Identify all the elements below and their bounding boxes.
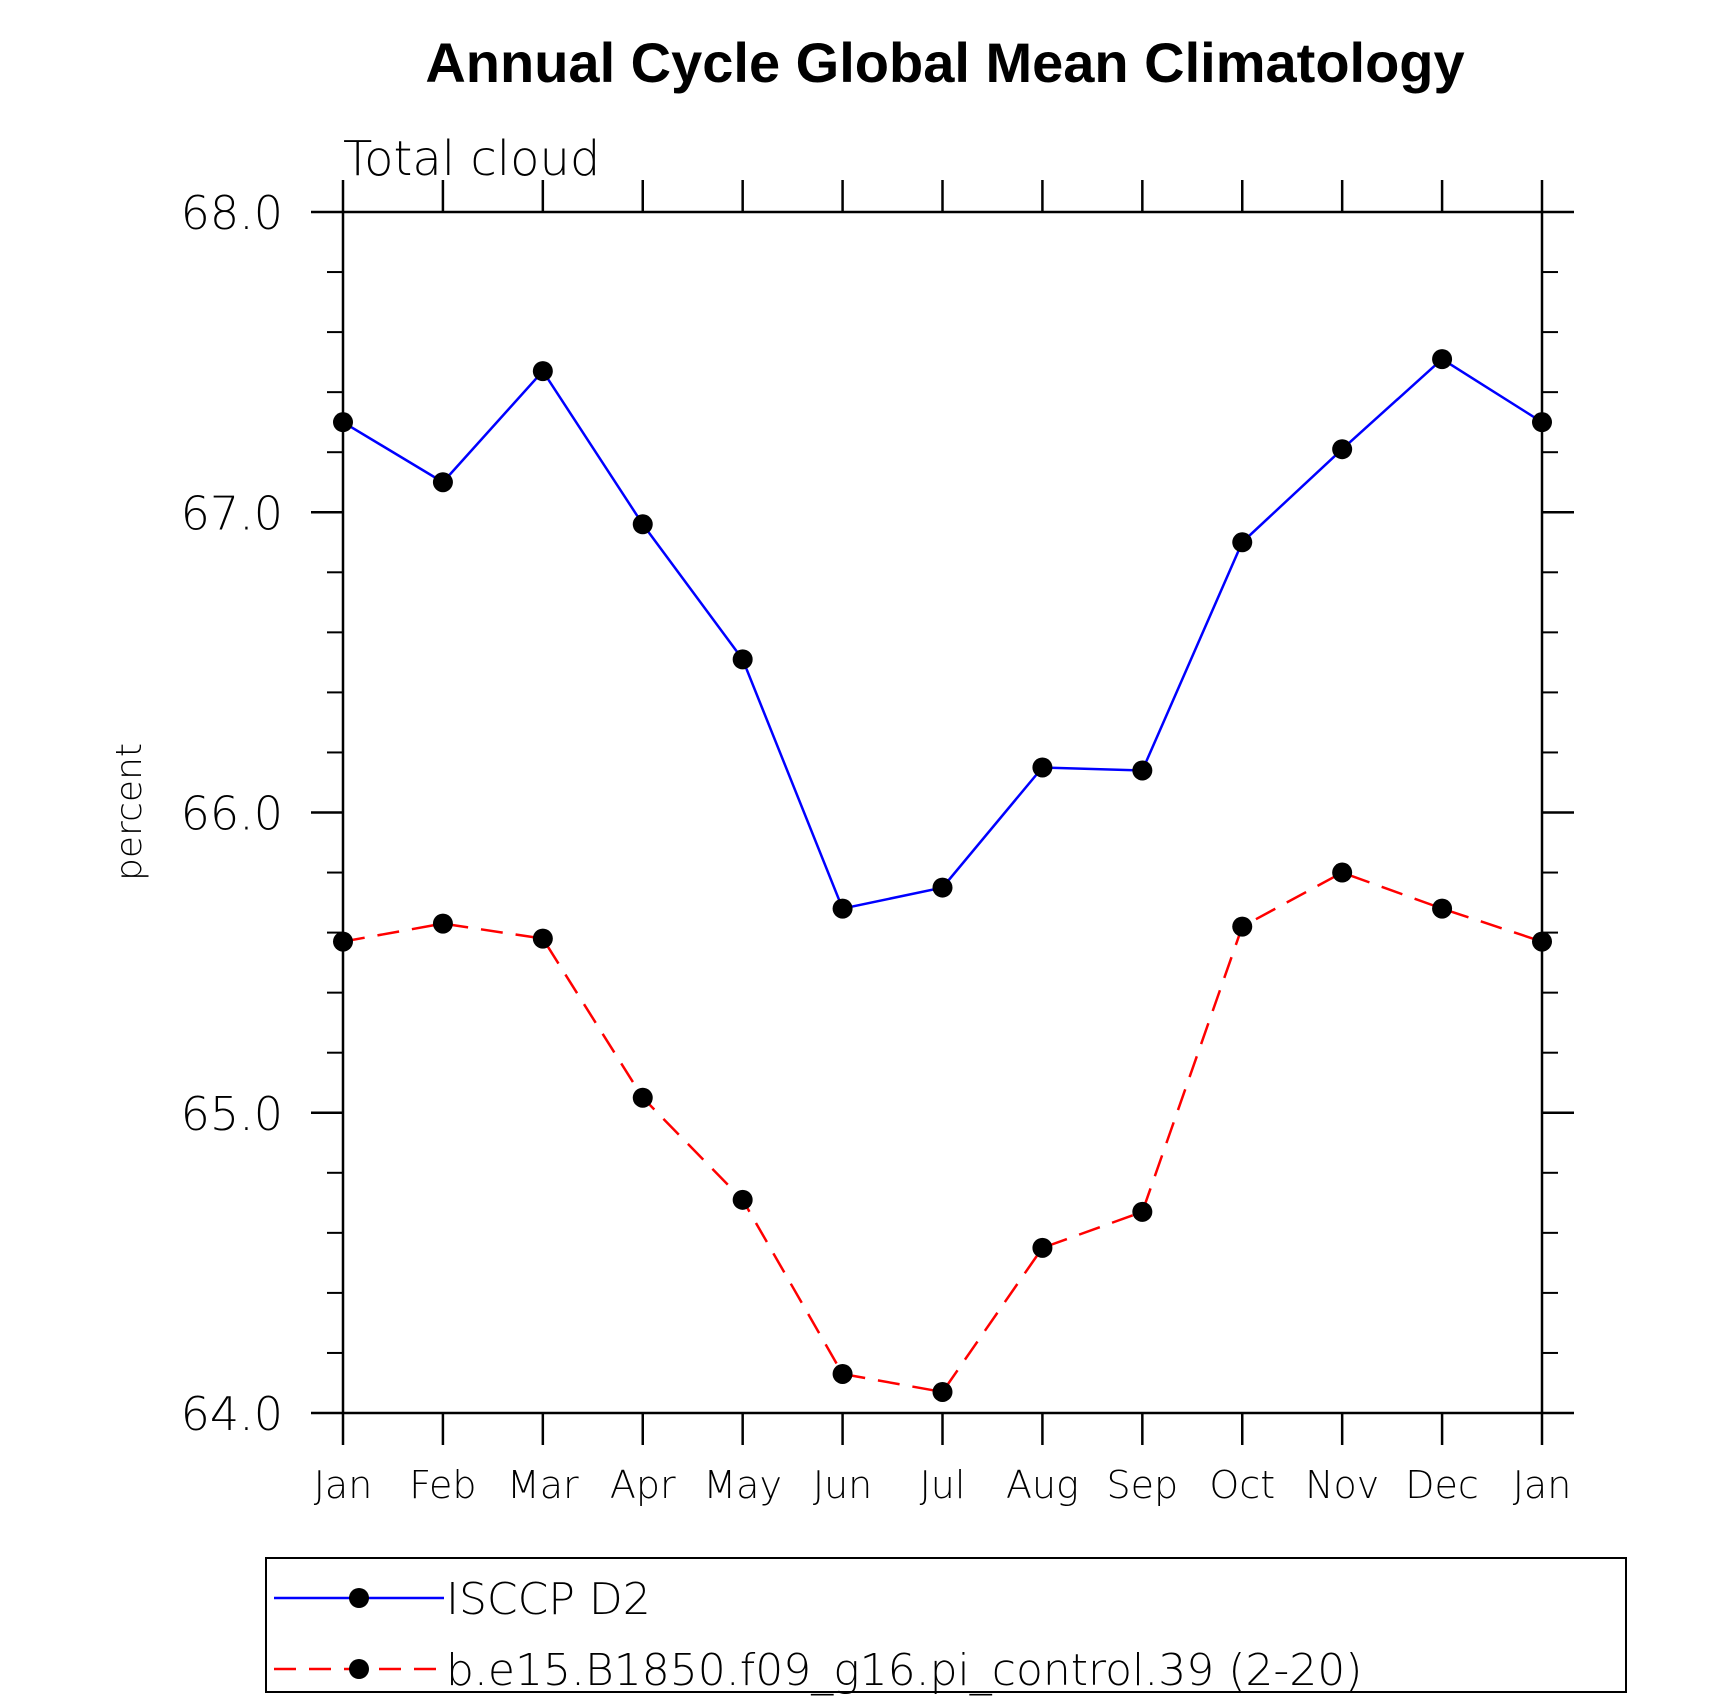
series-line bbox=[342, 871, 1543, 1394]
data-point bbox=[832, 898, 853, 919]
legend-marker bbox=[349, 1588, 369, 1608]
data-point bbox=[1432, 349, 1453, 370]
series-0 bbox=[333, 349, 1552, 919]
data-point bbox=[1232, 916, 1253, 937]
x-tick-label: Sep bbox=[1107, 1463, 1179, 1507]
data-point bbox=[1132, 760, 1153, 781]
y-tick-label: 66.0 bbox=[181, 787, 283, 841]
data-point bbox=[1032, 1237, 1053, 1258]
data-point bbox=[333, 931, 353, 952]
x-tick-label: Dec bbox=[1405, 1463, 1479, 1507]
data-point bbox=[1532, 931, 1552, 952]
data-point bbox=[732, 1189, 753, 1210]
legend-box bbox=[265, 1557, 1627, 1693]
series-line bbox=[342, 357, 1543, 911]
y-tick-label: 68.0 bbox=[181, 186, 283, 240]
x-tick-label: Apr bbox=[610, 1463, 676, 1507]
x-tick-label: Jun bbox=[813, 1463, 872, 1507]
data-point bbox=[932, 1381, 953, 1402]
x-tick-label: Aug bbox=[1006, 1463, 1079, 1507]
data-point bbox=[333, 412, 353, 433]
data-point bbox=[732, 649, 753, 670]
axes: Jan Feb Mar Apr May Jun Jul Aug Sep Oct Nov Dec Jan 6… bbox=[181, 180, 1574, 1507]
data-point bbox=[1232, 532, 1253, 553]
chart-subtitle: Total cloud bbox=[343, 131, 600, 187]
data-point bbox=[532, 928, 553, 949]
data-point bbox=[1132, 1201, 1153, 1222]
y-tick-label: 64.0 bbox=[181, 1387, 283, 1441]
y-tick-label: 67.0 bbox=[181, 486, 283, 540]
data-point bbox=[432, 913, 453, 934]
data-point bbox=[832, 1363, 853, 1384]
series-1 bbox=[333, 862, 1552, 1402]
data-point bbox=[432, 472, 453, 493]
x-tick-label: Mar bbox=[507, 1463, 579, 1507]
data-point bbox=[1432, 898, 1453, 919]
data-point bbox=[932, 877, 953, 898]
x-tick-label: Oct bbox=[1209, 1463, 1275, 1507]
x-tick-label: Jul bbox=[920, 1463, 966, 1507]
x-tick-label: Jan bbox=[1513, 1463, 1572, 1507]
legend-label: b.e15.B1850.f09_g16.pi_control.39 (2-20) bbox=[446, 1645, 1362, 1696]
x-tick-label: Nov bbox=[1305, 1463, 1379, 1507]
data-point bbox=[1332, 439, 1353, 460]
data-point bbox=[1332, 862, 1353, 883]
data-point bbox=[532, 361, 553, 382]
x-tick-label: May bbox=[703, 1463, 782, 1507]
y-axis-label: percent bbox=[109, 743, 150, 881]
data-point bbox=[1032, 757, 1053, 778]
legend-marker bbox=[349, 1659, 369, 1679]
x-tick-label: Jan bbox=[314, 1463, 373, 1507]
series-layer bbox=[333, 349, 1552, 1402]
data-point bbox=[1532, 412, 1552, 433]
x-tick-label: Feb bbox=[409, 1463, 476, 1507]
legend: ISCCP D2 b.e15.B1850.f09_g16.pi_control.3… bbox=[265, 1557, 1627, 1696]
data-point bbox=[632, 1087, 653, 1108]
legend-label: ISCCP D2 bbox=[446, 1574, 651, 1625]
data-point bbox=[632, 514, 653, 535]
y-tick-label: 65.0 bbox=[181, 1087, 283, 1141]
chart-title: Annual Cycle Global Mean Climatology bbox=[425, 31, 1464, 94]
